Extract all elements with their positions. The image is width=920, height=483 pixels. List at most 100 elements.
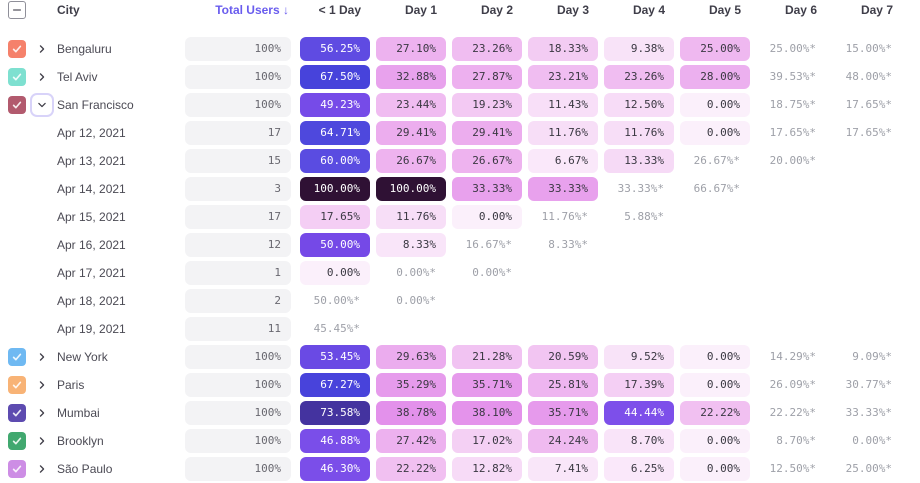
cohort-row-s-o-paulo: São Paulo 100% 46.30% 22.22% 12.82% 7.41% 6.25… [0, 455, 920, 483]
retention-cell-day-4[interactable]: 13.33% [604, 149, 674, 173]
chevron-right-icon[interactable] [33, 376, 51, 394]
retention-cell-lt-1-day[interactable]: 53.45% [300, 345, 370, 369]
retention-cell-day-2[interactable]: 17.02% [452, 429, 522, 453]
retention-cell-day-2[interactable]: 19.23% [452, 93, 522, 117]
retention-cell-day-6: 17.65%* [769, 126, 816, 139]
retention-cell-day-1[interactable]: 29.41% [376, 121, 446, 145]
retention-cell-lt-1-day[interactable]: 67.27% [300, 373, 370, 397]
retention-cell-day-2[interactable]: 35.71% [452, 373, 522, 397]
retention-cell-day-1[interactable]: 29.63% [376, 345, 446, 369]
retention-cell-day-3[interactable]: 25.81% [528, 373, 598, 397]
date-label: Apr 16, 2021 [57, 238, 126, 252]
chevron-right-icon[interactable] [33, 460, 51, 478]
total-users-pill: 12 [185, 233, 291, 257]
row-checkbox[interactable] [8, 376, 26, 394]
row-checkbox[interactable] [8, 348, 26, 366]
total-users-pill: 100% [185, 345, 291, 369]
row-checkbox[interactable] [8, 460, 26, 478]
chevron-right-icon[interactable] [33, 40, 51, 58]
retention-cell-lt-1-day[interactable]: 64.71% [300, 121, 370, 145]
chevron-right-icon[interactable] [33, 404, 51, 422]
select-all-checkbox[interactable] [8, 1, 26, 19]
retention-cell-day-5[interactable]: 0.00% [680, 373, 750, 397]
retention-cell-lt-1-day[interactable]: 17.65% [300, 205, 370, 229]
row-checkbox[interactable] [8, 68, 26, 86]
retention-cell-day-3[interactable]: 35.71% [528, 401, 598, 425]
retention-cell-day-3[interactable]: 33.33% [528, 177, 598, 201]
retention-cell-day-4[interactable]: 44.44% [604, 401, 674, 425]
retention-cell-day-4[interactable]: 17.39% [604, 373, 674, 397]
retention-cell-day-3[interactable]: 11.76% [528, 121, 598, 145]
retention-cell-day-4[interactable]: 8.70% [604, 429, 674, 453]
retention-cell-day-1[interactable]: 11.76% [376, 205, 446, 229]
retention-cell-day-1[interactable]: 27.10% [376, 37, 446, 61]
retention-cell-day-5[interactable]: 28.00% [680, 65, 750, 89]
retention-cell-day-2[interactable]: 33.33% [452, 177, 522, 201]
retention-cell-day-3[interactable]: 7.41% [528, 457, 598, 481]
chevron-right-icon[interactable] [33, 68, 51, 86]
retention-cell-day-2[interactable]: 29.41% [452, 121, 522, 145]
retention-cell-lt-1-day[interactable]: 100.00% [300, 177, 370, 201]
row-checkbox[interactable] [8, 96, 26, 114]
retention-cell-day-5[interactable]: 22.22% [680, 401, 750, 425]
retention-cell-day-4[interactable]: 12.50% [604, 93, 674, 117]
retention-cell-lt-1-day[interactable]: 56.25% [300, 37, 370, 61]
retention-cell-day-3[interactable]: 20.59% [528, 345, 598, 369]
retention-cell-day-1[interactable]: 35.29% [376, 373, 446, 397]
row-checkbox[interactable] [8, 40, 26, 58]
column-header-total-users[interactable]: Total Users ↓ [215, 3, 289, 17]
retention-cell-day-1[interactable]: 8.33% [376, 233, 446, 257]
retention-cell-day-2[interactable]: 27.87% [452, 65, 522, 89]
table-body: Bengaluru 100% 56.25% 27.10% 23.26% 18.33% 9.3… [0, 35, 920, 483]
retention-cell-day-2[interactable]: 12.82% [452, 457, 522, 481]
retention-cell-lt-1-day[interactable]: 73.58% [300, 401, 370, 425]
retention-cell-day-2[interactable]: 26.67% [452, 149, 522, 173]
retention-cell-day-2[interactable]: 0.00% [452, 205, 522, 229]
retention-cell-day-5[interactable]: 0.00% [680, 93, 750, 117]
chevron-down-icon[interactable] [30, 93, 54, 117]
retention-cell-lt-1-day[interactable]: 50.00% [300, 233, 370, 257]
retention-cell-day-5[interactable]: 0.00% [680, 345, 750, 369]
retention-cell-lt-1-day[interactable]: 46.88% [300, 429, 370, 453]
retention-cell-day-4[interactable]: 23.26% [604, 65, 674, 89]
retention-cell-day-1[interactable]: 26.67% [376, 149, 446, 173]
retention-cell-day-3[interactable]: 24.24% [528, 429, 598, 453]
retention-cell-day-3[interactable]: 18.33% [528, 37, 598, 61]
cohort-row-paris: Paris 100% 67.27% 35.29% 35.71% 25.81% 17.39% 0… [0, 371, 920, 399]
retention-cell-day-4[interactable]: 9.52% [604, 345, 674, 369]
column-header-day-7: Day 7 [860, 3, 893, 17]
retention-cell-lt-1-day[interactable]: 49.23% [300, 93, 370, 117]
retention-cell-day-4[interactable]: 9.38% [604, 37, 674, 61]
retention-cell-lt-1-day[interactable]: 67.50% [300, 65, 370, 89]
retention-cell-day-3[interactable]: 11.43% [528, 93, 598, 117]
retention-cell-day-5[interactable]: 0.00% [680, 121, 750, 145]
row-checkbox[interactable] [8, 404, 26, 422]
retention-cell-day-2[interactable]: 23.26% [452, 37, 522, 61]
chevron-right-icon[interactable] [33, 432, 51, 450]
retention-cell-lt-1-day[interactable]: 0.00% [300, 261, 370, 285]
retention-cell-day-4[interactable]: 11.76% [604, 121, 674, 145]
retention-cell-day-1[interactable]: 27.42% [376, 429, 446, 453]
retention-cell-day-3[interactable]: 23.21% [528, 65, 598, 89]
retention-cell-day-1[interactable]: 100.00% [376, 177, 446, 201]
retention-cell-day-1[interactable]: 32.88% [376, 65, 446, 89]
retention-cell-day-2[interactable]: 38.10% [452, 401, 522, 425]
retention-cell-day-6: 39.53%* [769, 70, 816, 83]
retention-cell-lt-1-day[interactable]: 60.00% [300, 149, 370, 173]
retention-cell-day-3[interactable]: 6.67% [528, 149, 598, 173]
retention-cell-day-5[interactable]: 25.00% [680, 37, 750, 61]
retention-cell-day-1[interactable]: 38.78% [376, 401, 446, 425]
retention-cell-day-4[interactable]: 6.25% [604, 457, 674, 481]
retention-cell-lt-1-day[interactable]: 46.30% [300, 457, 370, 481]
retention-cell-day-1[interactable]: 23.44% [376, 93, 446, 117]
row-checkbox[interactable] [8, 432, 26, 450]
retention-cell-day-5[interactable]: 0.00% [680, 457, 750, 481]
retention-cell-day-5[interactable]: 0.00% [680, 429, 750, 453]
retention-cell-day-5: 26.67%* [693, 154, 740, 167]
cohort-row-brooklyn: Brooklyn 100% 46.88% 27.42% 17.02% 24.24% 8.70… [0, 427, 920, 455]
chevron-right-icon[interactable] [33, 348, 51, 366]
retention-cell-day-2[interactable]: 21.28% [452, 345, 522, 369]
date-row-apr-17-2021: Apr 17, 2021 1 0.00% 0.00%* 0.00%* [0, 259, 920, 287]
city-label: San Francisco [57, 98, 134, 112]
retention-cell-day-1[interactable]: 22.22% [376, 457, 446, 481]
